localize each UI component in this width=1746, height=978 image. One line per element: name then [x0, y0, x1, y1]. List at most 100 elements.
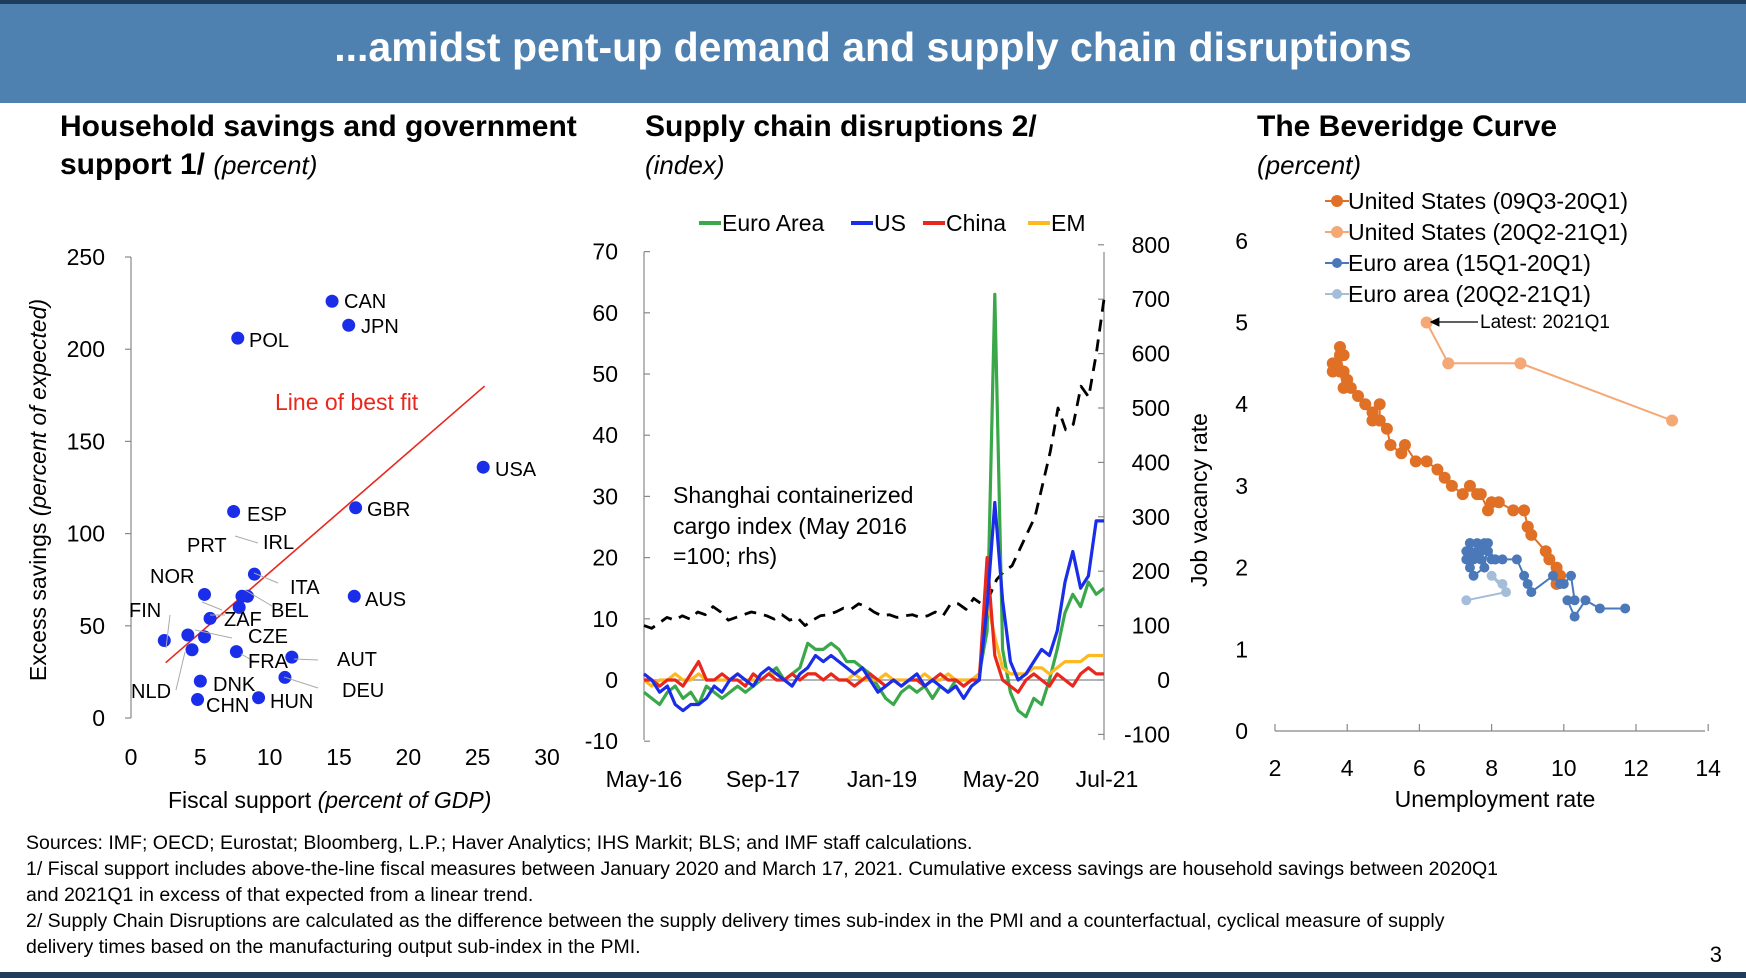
bev-point [1461, 554, 1472, 565]
label-prt: PRT [187, 535, 227, 557]
point-gbr [349, 501, 363, 515]
bev-point [1333, 349, 1346, 362]
label-deu: DEU [342, 680, 384, 702]
x-tick-label: 25 [465, 744, 491, 770]
sc2-x-ticks: May-16 Sep-17 Jan-19 May-20 Jul-21 [606, 766, 1139, 792]
scatter-country-labels: CAN JPN POL USA GBR ESP AUS IRL PRT NOR … [129, 291, 537, 717]
bev-point [1547, 570, 1558, 581]
legend-ea-1: Euro area (15Q1-20Q1) [1348, 250, 1591, 276]
y2-tick-label: 100 [1132, 613, 1170, 639]
label-irl: IRL [263, 532, 294, 554]
bev-point [1514, 357, 1527, 370]
y2-tick-label: 200 [1132, 558, 1170, 584]
bev-point [1497, 554, 1508, 565]
x-tick-label: 10 [1551, 755, 1577, 781]
point-dnk [193, 674, 207, 688]
label-nor: NOR [150, 566, 194, 588]
y2-tick-label: 0 [1157, 667, 1170, 693]
bev-point [1555, 578, 1566, 589]
x-tick-label: 12 [1623, 755, 1649, 781]
bev-point [1456, 488, 1469, 501]
series-china [644, 555, 1104, 694]
x-tick-label: May-20 [963, 766, 1040, 792]
bev-point [1326, 365, 1339, 378]
y-tick-label: 3 [1235, 473, 1248, 499]
label-ita: ITA [290, 577, 320, 599]
bev-point [1471, 488, 1484, 501]
bev-point [1468, 554, 1479, 565]
svg-text:cargo index (May 2016: cargo index (May 2016 [673, 513, 907, 539]
left-title-line1: Household savings and government [60, 110, 577, 143]
x-tick-label: 2 [1269, 755, 1282, 781]
sc2-left-ticks: -10 0 10 20 30 40 50 60 70 [585, 239, 650, 754]
footnote-2-line2: delivery times based on the manufacturin… [26, 936, 641, 958]
series-us [643, 500, 1104, 713]
bev-point [1373, 414, 1386, 427]
footnote-1-line2: and 2021Q1 in excess of that expected fr… [26, 884, 534, 906]
legend-euro-area: Euro Area [722, 210, 824, 236]
y-tick-label: 70 [592, 239, 618, 265]
bev-point [1461, 546, 1472, 557]
x-tick-label: 4 [1341, 755, 1354, 781]
scatter-y-axis-label: Excess savings (percent of expected) [25, 299, 51, 681]
label-cze: CZE [248, 626, 288, 648]
bev-point [1442, 357, 1455, 370]
bev-point [1395, 447, 1408, 460]
label-bel: BEL [271, 600, 309, 622]
bev-point [1569, 595, 1580, 606]
label-can: CAN [344, 291, 386, 313]
bev-point [1569, 611, 1580, 622]
bev-point [1482, 546, 1493, 557]
label-chn: CHN [206, 695, 249, 717]
bev-point [1373, 398, 1386, 411]
label-usa: USA [495, 459, 537, 481]
scatter-chart: 0 50 100 150 200 250 0 5 10 15 20 25 30 Line of bes… [25, 244, 560, 813]
bev-point [1481, 504, 1494, 517]
legend-ea-2: Euro area (20Q2-21Q1) [1348, 281, 1591, 307]
scatter-x-axis-label: Fiscal support (percent of GDP) [168, 787, 491, 813]
slide-title: ...amidst pent-up demand and supply chai… [334, 24, 1412, 70]
title-banner: ...amidst pent-up demand and supply chai… [0, 0, 1746, 103]
bev-legend: United States (09Q3-20Q1) United States … [1325, 188, 1628, 307]
y-tick-label: 4 [1235, 391, 1248, 417]
y-tick-label: 50 [592, 361, 618, 387]
bev-point [1431, 463, 1444, 476]
legend-us-1: United States (09Q3-20Q1) [1348, 188, 1628, 214]
bev-point [1526, 587, 1537, 598]
bev-point [1352, 390, 1365, 403]
x-tick-label: 14 [1695, 755, 1721, 781]
bev-point [1550, 561, 1563, 574]
point-fra [229, 645, 243, 659]
y-tick-label: 20 [592, 545, 618, 571]
x-tick-label: 10 [257, 744, 283, 770]
bev-line-0 [1331, 346, 1562, 585]
bev-point [1359, 398, 1372, 411]
label-dnk: DNK [213, 674, 256, 696]
label-zaf: ZAF [224, 609, 262, 631]
y-tick-label: 10 [592, 606, 618, 632]
x-tick-label: 20 [396, 744, 422, 770]
legend-china: China [946, 210, 1006, 236]
bev-point [1490, 554, 1501, 565]
left-title-unit: (percent) [213, 150, 318, 180]
svg-text:=100; rhs): =100; rhs) [673, 543, 777, 569]
legend-marker-ea-2 [1332, 289, 1342, 299]
bev-point [1507, 504, 1520, 517]
y-tick-label: 60 [592, 300, 618, 326]
legend-us-2: United States (20Q2-21Q1) [1348, 219, 1628, 245]
bev-point [1464, 538, 1475, 549]
bev-x-axis-label: Unemployment rate [1395, 786, 1596, 812]
left-title-line2: support 1/ [60, 148, 206, 181]
bev-point [1366, 406, 1379, 419]
x-tick-label: 30 [534, 744, 560, 770]
bev-point [1475, 546, 1486, 557]
y-tick-label: 0 [92, 705, 105, 731]
bev-point [1594, 603, 1605, 614]
bev-y-ticks: 0 1 2 3 4 5 6 [1235, 228, 1248, 744]
legend-marker-ea-1 [1332, 258, 1342, 268]
right-panel-unit: (percent) [1257, 150, 1362, 180]
y2-tick-label: 300 [1132, 504, 1170, 530]
label-pol: POL [249, 330, 289, 352]
